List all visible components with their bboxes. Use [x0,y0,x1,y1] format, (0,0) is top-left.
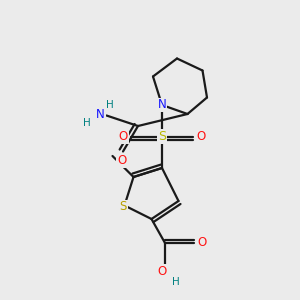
Text: N: N [158,98,166,112]
Text: S: S [119,200,127,214]
Text: H: H [83,118,91,128]
Text: O: O [158,265,166,278]
Text: S: S [158,130,166,143]
Text: H: H [106,100,113,110]
Text: O: O [117,154,126,167]
Text: H: H [172,277,179,287]
Text: O: O [197,236,206,250]
Text: O: O [196,130,206,143]
Text: N: N [96,107,105,121]
Text: O: O [118,130,127,143]
